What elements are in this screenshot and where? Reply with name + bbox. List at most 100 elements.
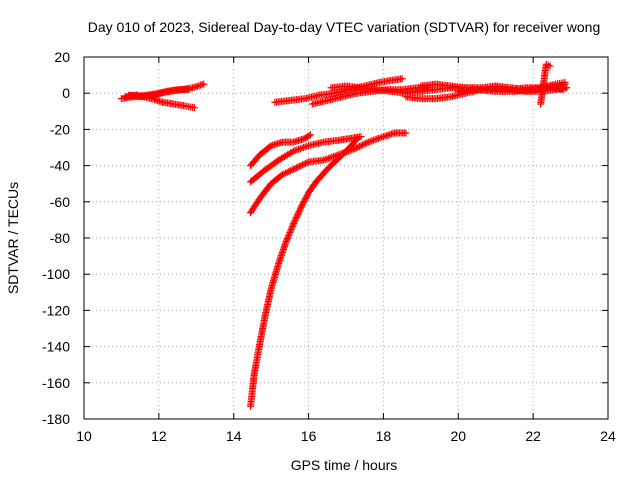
series-drop-4 — [247, 134, 361, 410]
data-point-fill — [280, 170, 288, 178]
data-point — [278, 171, 286, 179]
data-point — [200, 80, 208, 88]
data-point-fill — [297, 162, 305, 170]
x-tick-label: 16 — [301, 428, 317, 444]
y-tick-label: -160 — [42, 375, 70, 391]
data-point-fill — [325, 154, 333, 162]
data-point-fill — [293, 164, 301, 172]
data-point-fill — [282, 169, 290, 177]
data-point-fill — [376, 134, 384, 142]
data-point-fill — [286, 167, 294, 175]
data-point-fill — [360, 140, 368, 148]
data-point — [398, 75, 406, 83]
data-point-fill — [303, 159, 311, 167]
data-point-fill — [285, 168, 293, 176]
data-point-fill — [300, 160, 308, 168]
data-point-fill — [296, 206, 304, 214]
data-point-fill — [288, 148, 296, 156]
data-point-fill — [291, 147, 299, 155]
data-point — [546, 62, 554, 70]
data-point-fill — [357, 142, 365, 150]
data-point-fill — [330, 153, 338, 161]
series-isolated — [537, 60, 554, 108]
x-tick-label: 14 — [226, 428, 242, 444]
data-point-fill — [369, 136, 377, 144]
data-point-fill — [354, 143, 362, 151]
data-point-fill — [303, 142, 311, 150]
data-point-fill — [294, 163, 302, 171]
data-point-fill — [288, 224, 296, 232]
data-point-fill — [287, 226, 295, 234]
data-point-fill — [302, 159, 310, 167]
data-point-fill — [323, 155, 331, 163]
data-point-fill — [295, 208, 303, 216]
data-point-fill — [292, 214, 300, 222]
data-point-fill — [284, 233, 292, 241]
series-drop-1 — [247, 131, 314, 170]
x-tick-label: 12 — [151, 428, 167, 444]
data-point-fill — [294, 209, 302, 217]
data-point-fill — [363, 139, 371, 147]
data-point-fill — [286, 229, 294, 237]
data-point-fill — [326, 154, 334, 162]
data-point-fill — [288, 166, 296, 174]
y-tick-label: -140 — [42, 339, 70, 355]
y-axis-label: SDTVAR / TECUs — [5, 182, 21, 294]
y-tick-label: -100 — [42, 266, 70, 282]
data-point-fill — [301, 143, 309, 151]
data-point-fill — [351, 145, 359, 153]
series-arc-e — [308, 84, 432, 108]
grid-lines — [84, 57, 608, 419]
data-point-fill — [298, 144, 306, 152]
data-point — [306, 131, 314, 139]
data-point — [357, 133, 365, 141]
data-points — [117, 60, 571, 410]
y-tick-label: -60 — [50, 194, 70, 210]
data-point — [290, 147, 298, 155]
x-axis-label: GPS time / hours — [291, 457, 398, 473]
data-point-fill — [286, 227, 294, 235]
y-tick-label: -120 — [42, 302, 70, 318]
data-point — [282, 238, 290, 246]
data-point-fill — [295, 145, 303, 153]
data-point-fill — [300, 144, 308, 151]
data-point — [364, 138, 372, 146]
data-point — [190, 104, 198, 112]
data-point-fill — [289, 221, 297, 229]
y-tick-label: 20 — [54, 49, 70, 65]
data-point-fill — [352, 144, 360, 152]
data-point-fill — [373, 135, 381, 143]
data-point-fill — [358, 141, 366, 149]
x-tick-label: 10 — [76, 428, 92, 444]
data-point — [559, 86, 567, 94]
data-point — [290, 220, 298, 228]
data-point-fill — [285, 230, 293, 238]
data-point-fill — [290, 218, 298, 226]
y-tick-label: -180 — [42, 411, 70, 427]
data-point-fill — [291, 164, 299, 172]
data-point — [185, 86, 193, 94]
chart-title: Day 010 of 2023, Sidereal Day-to-day VTE… — [88, 19, 601, 35]
x-tick-label: 24 — [600, 428, 616, 444]
data-point-fill — [288, 223, 296, 231]
data-point-fill — [361, 140, 369, 148]
series-arc-c — [125, 86, 193, 101]
y-tick-label: -20 — [50, 121, 70, 137]
data-point-fill — [294, 211, 302, 219]
data-point-fill — [296, 162, 304, 170]
y-tick-label: -80 — [50, 230, 70, 246]
data-point — [402, 129, 410, 137]
data-point-fill — [366, 137, 374, 145]
data-point-fill — [296, 145, 304, 153]
data-point-fill — [283, 235, 291, 243]
data-point — [561, 78, 569, 86]
data-point-fill — [299, 161, 307, 169]
data-point — [290, 165, 298, 173]
x-axis-ticks: 10 12 14 16 18 20 22 24 — [76, 57, 616, 444]
x-tick-label: 20 — [450, 428, 466, 444]
y-tick-label: 0 — [62, 85, 70, 101]
data-point-fill — [283, 168, 291, 176]
data-point-fill — [371, 136, 379, 144]
data-point — [563, 84, 571, 92]
